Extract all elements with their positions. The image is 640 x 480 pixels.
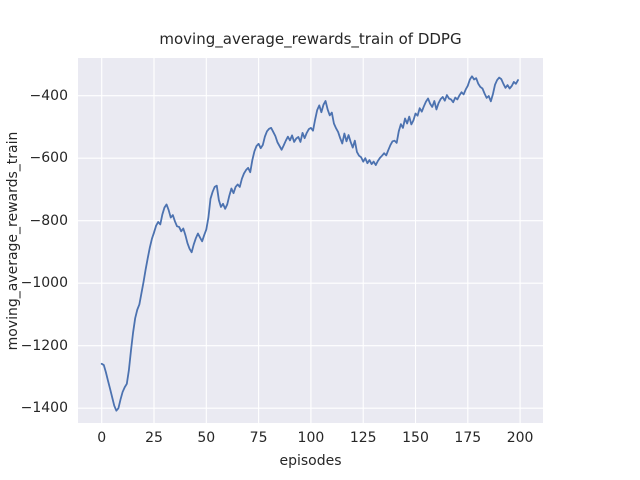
data-line-layer xyxy=(100,75,519,412)
x-tick-label: 125 xyxy=(349,430,377,446)
y-tick-label: −1400 xyxy=(20,400,68,417)
y-tick-label: −1000 xyxy=(20,275,68,292)
x-axis-label: episodes xyxy=(279,453,342,469)
x-tick-label: 25 xyxy=(145,430,163,446)
plot-canvas xyxy=(78,58,543,423)
x-tick-label: 150 xyxy=(402,430,429,446)
y-tick-label: −1200 xyxy=(20,337,68,354)
chart-title: moving_average_rewards_train of DDPG xyxy=(159,30,462,48)
y-tick-label: −800 xyxy=(29,212,68,229)
x-tick-label: 75 xyxy=(249,430,268,446)
grid-lines xyxy=(78,58,543,423)
x-tick-label: 50 xyxy=(197,430,216,446)
x-tick-label: 0 xyxy=(97,430,107,446)
x-tick-label: 200 xyxy=(506,430,534,446)
y-tick-label: −400 xyxy=(29,87,68,104)
plot-area xyxy=(78,58,543,423)
x-tick-label: 100 xyxy=(297,430,325,446)
x-tick-label: 175 xyxy=(454,430,482,446)
data-line xyxy=(100,75,519,412)
y-tick-label: −600 xyxy=(29,150,68,167)
